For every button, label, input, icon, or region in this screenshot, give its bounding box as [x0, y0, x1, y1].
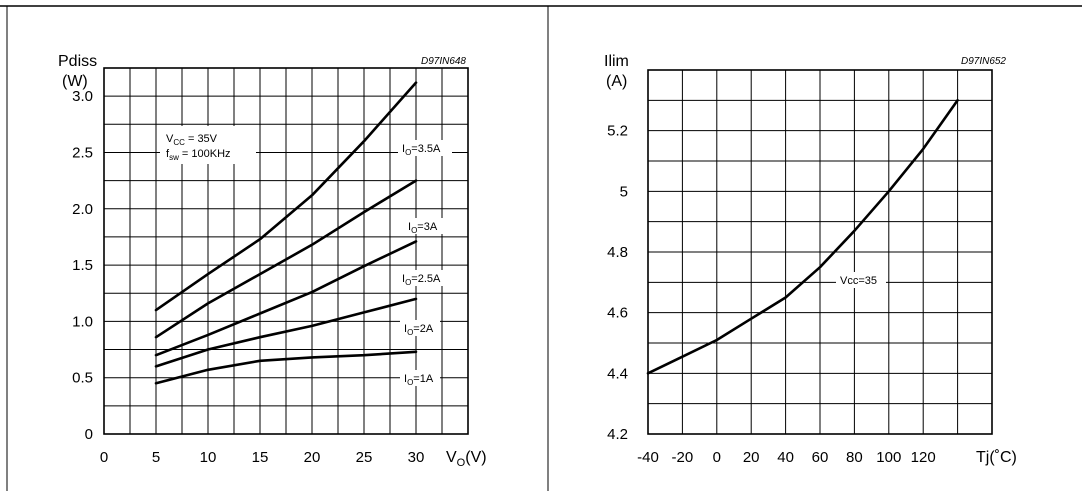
ilim-y-tick-label: 4.4 [607, 365, 628, 382]
pdiss-series-label-text: IO=3.5A [402, 143, 441, 157]
pdiss-x-tick-label: 15 [252, 449, 269, 466]
label-var: I [402, 273, 405, 285]
ilim-x-tick-label: -20 [672, 449, 694, 466]
pdiss-xlabel-unit: (V) [465, 449, 486, 466]
pdiss-note-vcc-var: V [166, 133, 174, 145]
ilim-ylabel-unit: (A) [606, 73, 627, 90]
pdiss-ylabel-name: Pdiss [58, 53, 97, 70]
pdiss-x-tick-label: 30 [408, 449, 425, 466]
pdiss-x-tick-label: 10 [200, 449, 217, 466]
pdiss-y-tick-label: 2.0 [72, 201, 93, 218]
ilim-x-tick-label: 60 [812, 449, 829, 466]
pdiss-series-label-2a: IO=2A [400, 320, 440, 337]
label-sub: O [405, 148, 411, 157]
pdiss-plot-frame [103, 67, 469, 435]
pdiss-x-tick-label: 25 [356, 449, 373, 466]
ilim-x-tick-label: 40 [777, 449, 794, 466]
label-val: =3A [417, 221, 438, 233]
label-sub: O [411, 226, 417, 235]
ilim-x-tick-label: -40 [637, 449, 659, 466]
pdiss-series-line [154, 350, 418, 385]
ilim-series-label: Vcc=35 [840, 275, 877, 287]
pdiss-series-line [154, 240, 418, 357]
pdiss-series-label-bg [400, 370, 440, 386]
pdiss-x-tick-label: 20 [304, 449, 321, 466]
label-var: I [404, 323, 407, 335]
pdiss-note-fsw-sub: sw [169, 153, 179, 162]
label-sub: O [407, 378, 413, 387]
label-var: I [402, 143, 405, 155]
label-var: I [408, 221, 411, 233]
pdiss-y-tick-label: 0 [85, 426, 93, 443]
pdiss-x-tick-label: 0 [100, 449, 108, 466]
ilim-y-tick-label: 4.8 [607, 244, 628, 261]
pdiss-xlabel: VO(V) [446, 449, 487, 469]
pdiss-note-fsw-val: = 100KHz [179, 148, 231, 160]
pdiss-note-vcc: VCC = 35V [166, 133, 218, 147]
label-val: =2.5A [411, 273, 441, 285]
ilim-x-tick-label: 20 [743, 449, 760, 466]
pdiss-ylabel-unit: (W) [62, 73, 88, 90]
ilim-x-tick-label: 80 [846, 449, 863, 466]
pdiss-series-line [154, 297, 418, 368]
ilim-y-tick-label: 5.2 [607, 123, 628, 140]
ilim-series-lines [646, 99, 959, 375]
label-var: I [404, 373, 407, 385]
pdiss-series-lines [154, 81, 418, 385]
ilim-series-label-bg [836, 272, 886, 288]
ilim-plot-frame [647, 69, 993, 435]
pdiss-x-tick-label: 5 [152, 449, 160, 466]
pdiss-series-label-bg [398, 140, 452, 156]
pdiss-y-tick-label: 3.0 [72, 88, 93, 105]
pdiss-note-fsw: fsw = 100KHz [166, 148, 231, 162]
label-val: =1A [413, 373, 434, 385]
ilim-x-tick-labels: -40 -20 0 20 40 60 80 100 120 [637, 449, 936, 466]
pdiss-xlabel-var: V [446, 449, 457, 466]
pdiss-series-label-1a: IO=1A [400, 370, 440, 387]
pdiss-series-label-text: IO=2A [404, 323, 434, 337]
pdiss-chart-code: D97IN648 [421, 56, 466, 67]
pdiss-x-tick-labels: 0 5 10 15 20 25 30 [100, 449, 425, 466]
ilim-chart-code: D97IN652 [961, 56, 1006, 67]
pdiss-note-vcc-sub: CC [173, 138, 185, 147]
pdiss-series-label-bg [398, 270, 452, 286]
pdiss-series-label-text: IO=2.5A [402, 273, 441, 287]
ilim-ylabel-name: Ilim [604, 53, 629, 70]
ilim-xlabel: Tj(˚C) [976, 449, 1017, 466]
pdiss-series-line [154, 81, 418, 312]
pdiss-note-bg [160, 126, 256, 164]
ilim-y-tick-label: 4.6 [607, 305, 628, 322]
ilim-x-tick-label: 0 [713, 449, 721, 466]
pdiss-note-fsw-var: f [166, 148, 170, 160]
pdiss-series-label-3-5a: IO=3.5A [398, 140, 452, 157]
pdiss-xlabel-sub: O [457, 457, 466, 469]
ilim-y-tick-labels: 4.2 4.4 4.6 4.8 5 5.2 [607, 123, 628, 443]
ilim-y-tick-label: 4.2 [607, 426, 628, 443]
pdiss-series-label-2-5a: IO=2.5A [398, 270, 452, 287]
pdiss-y-tick-label: 1.0 [72, 313, 93, 330]
ilim-y-tick-label: 5 [620, 183, 628, 200]
pdiss-series-label-bg [400, 320, 440, 336]
chart-ilim: Ilim (A) D97IN652 -40 -20 0 20 40 60 80 100 120 … [604, 53, 1017, 466]
ilim-series-line [646, 99, 959, 375]
ilim-x-tick-label: 120 [911, 449, 936, 466]
pdiss-series-label-text: IO=3A [408, 221, 438, 235]
pdiss-series-label-3a: IO=3A [404, 218, 444, 235]
pdiss-series-label-text: IO=1A [404, 373, 434, 387]
pdiss-y-tick-label: 1.5 [72, 257, 93, 274]
label-val: =2A [413, 323, 434, 335]
pdiss-series-label-bg [404, 218, 444, 234]
label-sub: O [407, 328, 413, 337]
pdiss-y-tick-labels: 0 0.5 1.0 1.5 2.0 2.5 3.0 [72, 88, 93, 443]
label-val: =3.5A [411, 143, 441, 155]
pdiss-note-vcc-val: = 35V [185, 133, 218, 145]
pdiss-y-tick-label: 2.5 [72, 144, 93, 161]
chart-pdiss: Pdiss (W) D97IN648 0 5 10 15 20 25 30 0 0.5 1.0 1… [58, 53, 487, 469]
label-sub: O [405, 278, 411, 287]
ilim-x-tick-label: 100 [876, 449, 901, 466]
pdiss-y-tick-label: 0.5 [72, 370, 93, 387]
pdiss-series-line [154, 179, 418, 339]
